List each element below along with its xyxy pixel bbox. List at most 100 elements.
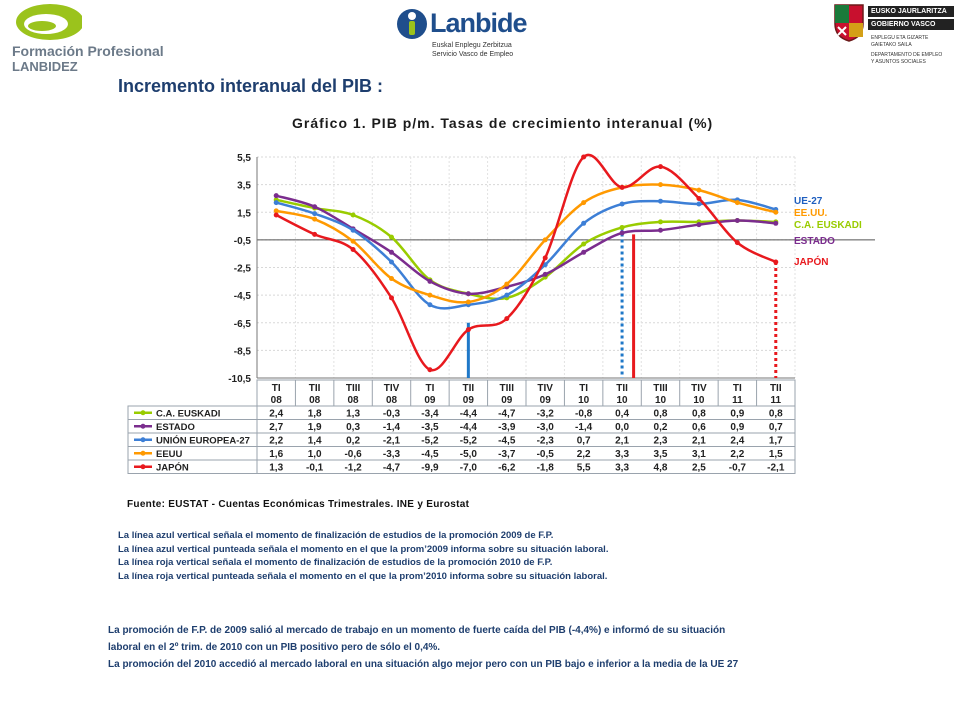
x-tick-label: 08: [386, 395, 398, 406]
data-label: 2,1: [692, 436, 706, 447]
data-point: [350, 227, 356, 233]
data-label: 1,3: [346, 409, 360, 420]
data-label: 3,1: [692, 449, 706, 460]
data-label: 2,5: [692, 463, 706, 474]
data-label: -3,3: [383, 449, 401, 460]
data-label: 0,7: [769, 422, 783, 433]
x-tick-label: 10: [655, 395, 667, 406]
data-label: -4,4: [460, 409, 478, 420]
conclusion-line: La promoción del 2010 accedió al mercado…: [108, 659, 739, 670]
data-label: -4,5: [498, 436, 516, 447]
data-label: 0,2: [346, 436, 360, 447]
legend-swatch-marker: [140, 423, 146, 429]
data-label: -2,1: [767, 463, 785, 474]
x-tick-label: 11: [770, 395, 781, 406]
y-tick-label: 5,5: [237, 153, 251, 164]
data-point: [389, 234, 394, 240]
gv-title-spanish: GOBIERNO VASCO: [868, 19, 954, 30]
x-tick-label: TIII: [500, 383, 515, 394]
data-point: [389, 259, 394, 265]
right-legend-label: EE.UU.: [794, 208, 828, 219]
data-label: -3,5: [421, 422, 439, 433]
y-tick-label: -8,5: [234, 346, 252, 357]
data-label: 0,8: [769, 409, 783, 420]
data-point: [658, 219, 663, 225]
data-point: [696, 222, 702, 228]
lanbide-subtitle-2: Servicio Vasco de Empleo: [432, 51, 514, 58]
data-point: [312, 231, 318, 237]
fp-leaf-icon: [16, 4, 82, 40]
data-label: 3,3: [615, 449, 629, 460]
right-legend-label: C.A. EUSKADI: [794, 220, 862, 231]
x-tick-label: TI: [579, 383, 588, 394]
data-label: -0,1: [306, 463, 324, 474]
data-point: [542, 237, 548, 243]
data-label: 0,6: [692, 422, 706, 433]
x-tick-label: TI: [272, 383, 281, 394]
x-tick-label: 11: [732, 395, 743, 406]
data-point: [773, 259, 779, 265]
data-label: -0,3: [383, 409, 401, 420]
data-point: [581, 154, 587, 160]
data-label: -5,0: [460, 449, 478, 460]
data-label: 1,9: [308, 422, 322, 433]
gv-sub-3: DEPARTAMENTO DE EMPLEO: [871, 52, 943, 58]
legend-entry: ESTADO: [156, 422, 195, 433]
page-title: Incremento interanual del PIB :: [118, 76, 384, 96]
data-point: [504, 292, 510, 298]
data-point: [504, 281, 510, 287]
data-label: 0,3: [346, 422, 360, 433]
data-point: [658, 198, 663, 204]
data-point: [734, 200, 740, 206]
data-point: [389, 295, 394, 301]
data-label: 1,6: [269, 449, 283, 460]
data-point: [465, 299, 471, 305]
data-label: -6,2: [498, 463, 516, 474]
data-point: [465, 291, 471, 297]
data-point: [465, 327, 471, 333]
data-label: -0,5: [537, 449, 555, 460]
gv-title-basque: EUSKO JAURLARITZA: [868, 6, 954, 17]
data-point: [581, 220, 587, 226]
data-label: 2,7: [269, 422, 283, 433]
chart-source: Fuente: EUSTAT - Cuentas Económicas Trim…: [127, 499, 470, 510]
data-label: 2,2: [730, 449, 744, 460]
lanbide-figure-icon: [397, 9, 427, 39]
y-tick-label: 1,5: [237, 208, 251, 219]
data-label: -3,4: [421, 409, 439, 420]
data-label: 0,9: [730, 409, 744, 420]
data-label: -0,7: [729, 463, 747, 474]
legend-swatch-marker: [140, 437, 146, 443]
fp-logo-line1: Formación Profesional: [12, 43, 164, 59]
data-label: -2,1: [383, 436, 401, 447]
data-label: 1,0: [308, 449, 322, 460]
data-point: [581, 249, 587, 255]
x-tick-label: 09: [501, 395, 513, 406]
x-tick-label: 09: [463, 395, 475, 406]
data-point: [658, 182, 663, 188]
data-point: [542, 255, 548, 261]
data-point: [542, 271, 548, 277]
table-row: [127, 459, 796, 474]
data-label: 0,8: [692, 409, 706, 420]
data-label: 2,2: [577, 449, 591, 460]
data-point: [427, 367, 433, 373]
data-point: [619, 184, 625, 190]
data-label: -1,4: [575, 422, 593, 433]
data-point: [273, 193, 279, 199]
x-tick-label: 10: [617, 395, 629, 406]
gv-sub-2: GAIETAKO SAILA: [871, 42, 912, 48]
fp-logo-line2: LANBIDEZ: [12, 59, 78, 74]
series-line: [275, 183, 777, 304]
fp-lanbidez-logo: Formación Profesional LANBIDEZ: [6, 2, 181, 74]
data-label: 0,9: [730, 422, 744, 433]
x-tick-label: 09: [424, 395, 436, 406]
y-tick-label: -10,5: [228, 374, 251, 385]
x-tick-label: 08: [309, 395, 321, 406]
data-label: 3,5: [654, 449, 668, 460]
data-point: [658, 164, 663, 170]
series-line: [275, 198, 776, 301]
data-label: 0,7: [577, 436, 591, 447]
gv-sub-1: ENPLEGU ETA GIZARTE: [871, 35, 929, 41]
x-tick-label: 08: [271, 395, 283, 406]
